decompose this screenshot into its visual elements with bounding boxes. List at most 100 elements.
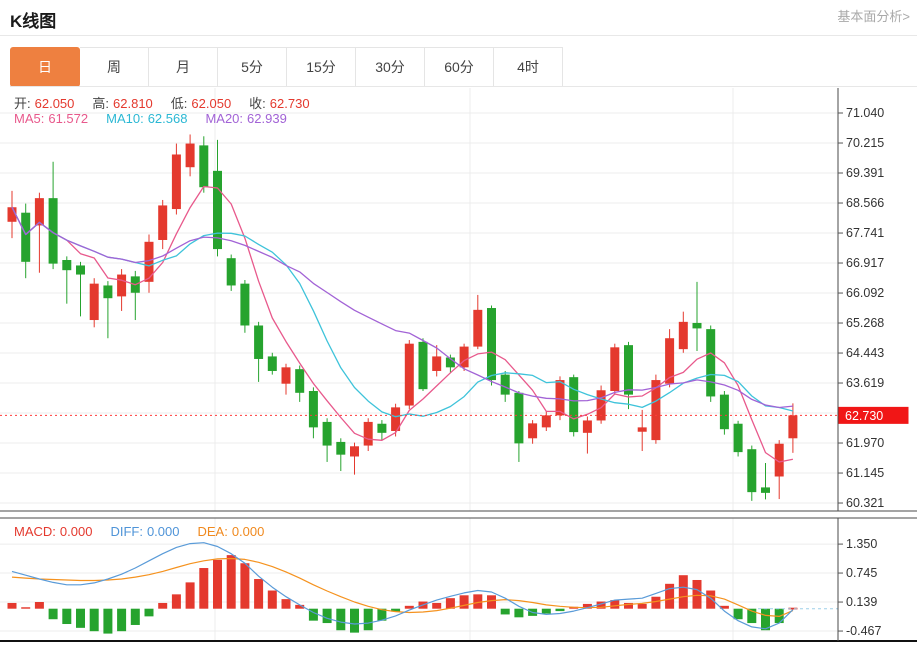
tab-day[interactable]: 日: [10, 47, 80, 87]
macd-bar: [747, 608, 757, 624]
macd-bar: [322, 608, 332, 624]
candle-body: [500, 374, 510, 395]
axis-label: 65.268: [846, 316, 884, 330]
macd-bar: [404, 605, 414, 609]
axis-label: 67.741: [846, 226, 884, 240]
candle-body: [213, 170, 222, 250]
candle-body: [418, 341, 428, 390]
diff-line: [11, 542, 794, 630]
candle-body: [103, 285, 113, 299]
macd-bar: [171, 594, 181, 609]
candle-body: [733, 423, 743, 453]
kline-chart[interactable]: 71.040 70.215 69.391 68.566 67.741 66.917 66.0…: [0, 88, 917, 647]
macd-bar: [541, 608, 551, 614]
macd-bar: [185, 582, 195, 609]
macd-bar: [76, 608, 85, 628]
candle-body: [487, 308, 496, 381]
candle-body: [391, 407, 401, 432]
candle-body: [76, 265, 85, 275]
macd-bar: [295, 604, 305, 609]
macd-bar: [21, 607, 31, 609]
axis-label: 0.139: [846, 595, 877, 609]
macd-bar: [308, 608, 318, 621]
macd-bar: [582, 603, 592, 609]
axis-label: -0.467: [846, 624, 881, 638]
macd-bar: [391, 608, 401, 612]
candle-body: [199, 145, 209, 188]
tab-30min[interactable]: 30分: [356, 47, 425, 87]
candle-body: [761, 487, 770, 493]
candle-body: [62, 259, 72, 271]
candle-body: [377, 423, 387, 433]
candle-body: [528, 423, 538, 439]
candle-body: [555, 380, 565, 416]
macd-bar: [117, 608, 127, 632]
candle-body: [185, 143, 195, 168]
axis-label: 61.970: [846, 436, 884, 450]
current-price-tag: [838, 406, 909, 424]
candle-body: [651, 380, 661, 441]
candle-body: [89, 283, 99, 321]
macd-bar: [445, 598, 455, 609]
axis-label: 68.566: [846, 196, 884, 210]
candle-body: [788, 415, 798, 439]
macd-bar: [199, 568, 209, 609]
candle-body: [350, 446, 359, 457]
ma20-line: [11, 206, 793, 409]
candle-body: [678, 321, 688, 350]
macd-bar: [254, 579, 264, 609]
macd-bar: [719, 605, 729, 609]
candle-body: [706, 329, 716, 397]
period-tabbar: 日周月 5分 15分 30分 60分 4时: [10, 47, 563, 87]
header: K线图 基本面分析>: [0, 0, 917, 36]
macd-bar: [34, 602, 44, 609]
macd-bar: [596, 601, 606, 609]
macd-bar: [7, 602, 17, 609]
axis-label: 1.350: [846, 537, 877, 551]
macd-bar: [377, 608, 387, 621]
tab-month[interactable]: 月: [149, 47, 218, 87]
macd-bar: [514, 608, 524, 618]
candle-body: [514, 392, 524, 444]
tab-week[interactable]: 周: [80, 47, 149, 87]
candle-body: [719, 394, 729, 430]
candle-body: [281, 367, 291, 384]
candle-body: [404, 343, 414, 406]
macd-bar: [487, 595, 496, 609]
macd-bar: [144, 608, 154, 617]
fundamental-analysis-link[interactable]: 基本面分析>: [837, 9, 910, 24]
macd-bar: [733, 608, 743, 620]
tab-60min[interactable]: 60分: [425, 47, 494, 87]
macd-bar: [678, 575, 688, 609]
macd-bar: [48, 608, 58, 620]
macd-bar: [267, 590, 277, 609]
dea-line: [11, 557, 794, 618]
axis-label: 69.391: [846, 166, 884, 180]
macd-bar: [555, 608, 565, 612]
macd-bar: [226, 555, 236, 609]
tab-15min[interactable]: 15分: [287, 47, 356, 87]
page-title: K线图: [10, 12, 57, 31]
tab-4hour[interactable]: 4时: [494, 47, 563, 87]
macd-bar: [788, 607, 798, 610]
ma5-line: [11, 185, 794, 463]
macd-bar: [130, 608, 140, 625]
macd-bar: [281, 599, 291, 609]
macd-bar: [350, 608, 359, 633]
candle-body: [336, 441, 346, 455]
candle-body: [747, 449, 757, 493]
candle-body: [596, 390, 606, 421]
tab-5min[interactable]: 5分: [218, 47, 287, 87]
axis-label: 66.917: [846, 256, 884, 270]
candle-body: [459, 346, 469, 368]
candle-body: [624, 345, 633, 395]
macd-bar: [432, 602, 442, 609]
axis-label: 71.040: [846, 106, 884, 120]
candle-body: [171, 154, 181, 210]
macd-bar: [459, 595, 469, 609]
candle-body: [21, 212, 31, 262]
ma10-line: [11, 206, 794, 418]
macd-bar: [89, 608, 99, 632]
candle-body: [267, 356, 277, 371]
macd-bar: [363, 608, 373, 631]
